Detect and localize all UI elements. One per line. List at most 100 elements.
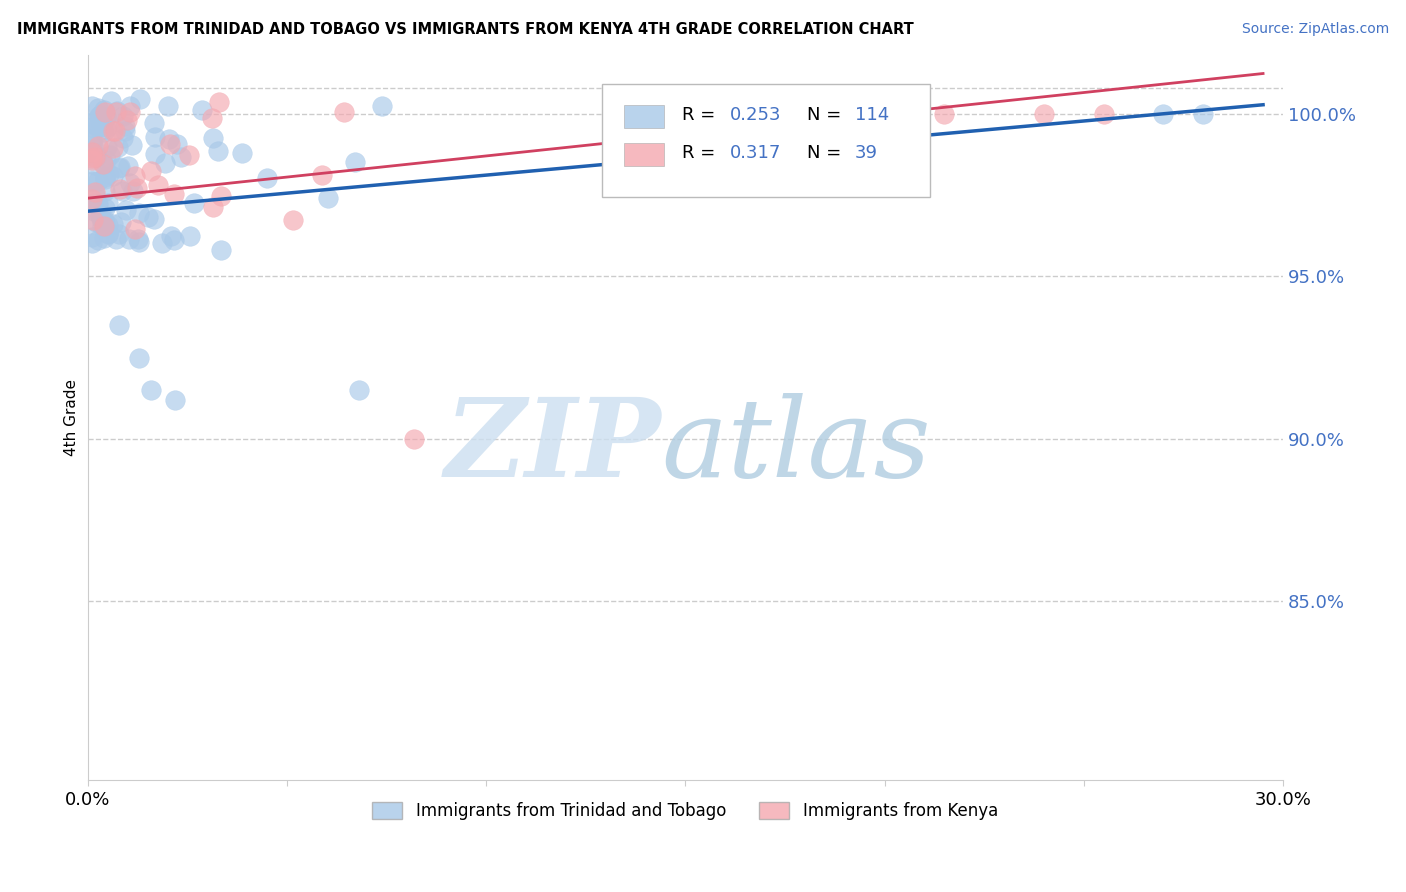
Point [107,103,129,118]
Text: N =: N = [807,144,848,162]
Point [100,94,122,108]
Point [121,138,143,153]
Point [231,146,253,161]
Point [118,232,141,246]
Point [143,115,166,129]
Point [89,208,111,222]
Text: 0.253: 0.253 [730,106,780,124]
Point [201,200,224,214]
Point [91,212,114,227]
Text: atlas: atlas [661,393,931,500]
Point [143,147,166,161]
Point [94,184,117,198]
Point [107,140,129,154]
Point [165,392,187,407]
Point [94,110,117,124]
Point [87,120,110,135]
Point [111,131,134,145]
Point [139,164,162,178]
Point [170,150,193,164]
Point [114,124,136,138]
Point [93,103,115,118]
Point [80,151,103,165]
Point [179,229,201,244]
Text: 39: 39 [855,144,877,162]
Point [207,144,229,158]
Point [93,212,115,227]
Point [124,169,146,184]
Point [120,104,142,119]
Point [316,191,339,205]
Point [153,156,176,170]
Point [80,147,103,161]
Point [87,101,110,115]
Point [177,147,200,161]
Point [89,109,111,123]
Point [111,184,134,198]
Point [108,161,131,175]
Point [84,150,107,164]
Point [94,202,117,216]
Text: 114: 114 [855,106,889,124]
Point [89,112,111,126]
Point [1032,106,1054,120]
Point [143,130,166,145]
Point [332,104,354,119]
Point [83,203,105,218]
Point [114,119,136,133]
Point [191,103,214,117]
Point [83,117,105,131]
Point [160,228,183,243]
Point [80,145,103,160]
Point [93,231,115,245]
Point [87,233,110,247]
Point [86,196,108,211]
Point [163,233,186,247]
Point [90,211,112,226]
Point [98,148,121,162]
Point [84,188,107,202]
Point [115,202,138,217]
Point [97,227,120,242]
Point [93,172,115,186]
Point [404,432,426,446]
Point [128,351,150,365]
Point [1092,106,1115,120]
Point [124,222,146,236]
Point [201,112,224,126]
Point [94,122,117,136]
Point [80,230,103,244]
Point [117,112,139,127]
Y-axis label: 4th Grade: 4th Grade [65,379,79,456]
Point [110,215,132,229]
Point [91,156,114,170]
Point [101,141,124,155]
Point [86,149,108,163]
FancyBboxPatch shape [624,105,664,128]
Point [150,235,173,250]
Text: 0.317: 0.317 [730,144,780,162]
Point [256,171,278,186]
Point [89,108,111,122]
Point [82,139,104,153]
Point [371,99,394,113]
Point [1192,106,1215,120]
Text: IMMIGRANTS FROM TRINIDAD AND TOBAGO VS IMMIGRANTS FROM KENYA 4TH GRADE CORRELATI: IMMIGRANTS FROM TRINIDAD AND TOBAGO VS I… [17,22,914,37]
Point [1152,106,1174,120]
Point [893,106,915,120]
Point [112,109,135,123]
Point [97,218,120,232]
Point [93,125,115,139]
Point [80,135,103,149]
Point [108,160,131,174]
Point [94,104,117,119]
Point [86,197,108,211]
Point [91,119,114,133]
Point [108,318,131,332]
Point [117,159,139,173]
Point [159,136,181,151]
Point [80,174,103,188]
Point [80,192,103,206]
Point [82,213,104,227]
Point [157,99,180,113]
